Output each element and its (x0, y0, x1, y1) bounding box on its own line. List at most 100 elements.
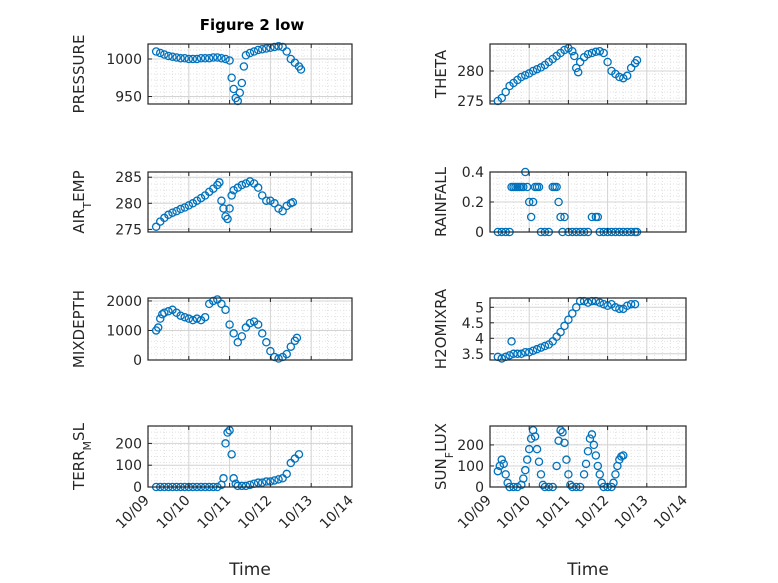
data-point (526, 212, 536, 222)
data-point (538, 480, 548, 490)
data-point (168, 52, 177, 62)
data-point (221, 305, 230, 315)
data-point (501, 470, 510, 479)
data-point (184, 54, 194, 64)
y-tick-label: 280 (115, 196, 142, 212)
data-point (579, 470, 589, 479)
y-axis-label-subscript: T (81, 202, 94, 210)
x-tick-label: 10/10 (494, 493, 534, 533)
data-point (560, 45, 569, 55)
y-tick-label: 4.5 (462, 316, 484, 332)
data-point (192, 54, 202, 64)
data-point (619, 451, 628, 460)
data-point (622, 71, 632, 81)
data-point (155, 314, 165, 323)
data-point (286, 342, 296, 351)
data-point (497, 93, 507, 103)
data-point (213, 53, 222, 62)
data-point (188, 54, 198, 64)
data-point (241, 51, 251, 60)
data-point (296, 65, 306, 74)
data-point (493, 466, 503, 476)
data-point (237, 78, 247, 88)
data-point (164, 210, 173, 220)
data-point (204, 54, 214, 63)
x-tick-label: 10/13 (276, 493, 316, 533)
data-point (184, 201, 194, 210)
y-tick-label: 280 (457, 64, 484, 80)
data-point (200, 312, 210, 322)
data-point (172, 53, 181, 62)
data-point (528, 66, 538, 76)
data-point (266, 346, 275, 356)
data-point (589, 440, 599, 450)
data-point (221, 439, 230, 448)
data-point (294, 450, 304, 459)
y-tick-label: 950 (115, 90, 142, 106)
data-point (603, 301, 612, 310)
y-tick-label: 3.5 (462, 347, 484, 363)
data-point (571, 63, 581, 73)
y-axis-label: TERRMSL (70, 422, 94, 491)
data-point (501, 87, 510, 97)
data-point (274, 42, 283, 51)
axes-frame (147, 425, 353, 488)
data-point (233, 338, 243, 347)
data-point (262, 196, 271, 205)
data-point (172, 206, 181, 216)
data-point (626, 299, 636, 309)
data-point (151, 222, 161, 232)
data-series (151, 42, 306, 106)
data-point (245, 177, 255, 186)
x-tick-label: 10/13 (612, 493, 652, 533)
y-tick-label: 2000 (106, 294, 142, 310)
data-point (282, 349, 291, 359)
data-point (587, 212, 597, 222)
data-point (237, 332, 247, 341)
data-point (583, 446, 593, 456)
data-point (229, 84, 238, 94)
data-point (219, 474, 228, 483)
data-point (270, 199, 279, 208)
data-point (560, 212, 569, 222)
data-point (524, 347, 534, 357)
figure-title: Figure 2 low (200, 16, 305, 34)
data-point (532, 64, 542, 74)
data-point (217, 299, 226, 309)
data-point (573, 67, 583, 77)
data-point (164, 51, 173, 61)
y-tick-label: 0 (475, 480, 484, 496)
data-point (556, 425, 565, 435)
data-point (225, 56, 234, 65)
data-point (519, 474, 528, 483)
y-tick-label: 5 (475, 300, 484, 316)
data-point (581, 459, 591, 469)
data-point (615, 72, 624, 82)
data-point (245, 480, 255, 490)
data-point (632, 55, 642, 65)
y-axis-label: THETA (432, 49, 450, 99)
data-point (521, 70, 530, 80)
y-axis-label: SUNFLUX (432, 423, 456, 490)
data-point (595, 46, 605, 56)
x-axis-label: Time (228, 560, 271, 580)
axes-frame (489, 43, 687, 105)
data-point (274, 354, 283, 363)
data-point (609, 478, 618, 488)
data-point (622, 301, 632, 310)
y-axis-label-subscript: M (81, 441, 94, 451)
data-point (257, 191, 267, 200)
data-point (497, 354, 507, 363)
data-point (560, 321, 569, 331)
data-series (493, 43, 642, 106)
x-tick-label: 10/09 (113, 493, 153, 533)
data-point (566, 480, 575, 490)
x-tick-label: 10/10 (154, 493, 194, 533)
data-point (562, 455, 571, 464)
y-tick-label: 200 (457, 438, 484, 454)
data-point (274, 475, 283, 484)
y-tick-label: 275 (115, 222, 142, 238)
data-point (213, 180, 222, 190)
data-point (237, 481, 247, 491)
